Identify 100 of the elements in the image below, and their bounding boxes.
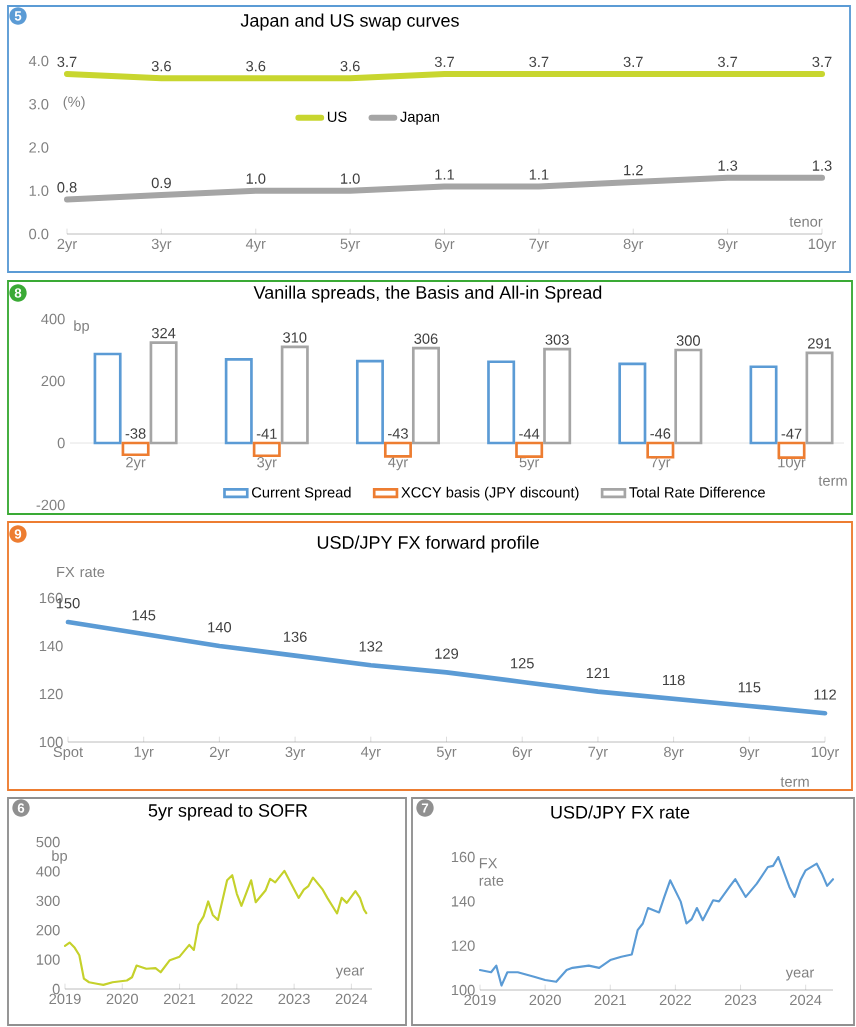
x-axis-title: term bbox=[780, 777, 809, 787]
x-tick-label: 2023 bbox=[724, 994, 757, 1006]
x-tick-label: 2019 bbox=[464, 994, 496, 1006]
data-label: 303 bbox=[545, 334, 569, 345]
x-axis-title: term bbox=[818, 476, 847, 486]
data-label: 310 bbox=[283, 332, 307, 343]
y-tick-label: 120 bbox=[451, 940, 475, 951]
data-label: 3.7 bbox=[623, 56, 643, 68]
data-label: 1.3 bbox=[718, 160, 738, 171]
legend-label: Total Rate Difference bbox=[629, 486, 765, 498]
y-tick-label: 140 bbox=[39, 640, 63, 652]
x-tick-label: 10yr bbox=[811, 746, 840, 760]
chart-title: Japan and US swap curves bbox=[240, 13, 459, 31]
y-tick-label: 160 bbox=[451, 851, 475, 863]
data-label: -41 bbox=[256, 428, 277, 439]
data-label: 1.1 bbox=[435, 169, 454, 180]
x-axis-title: year bbox=[335, 967, 365, 979]
data-label: -47 bbox=[781, 428, 802, 439]
x-tick-label: 2yr bbox=[209, 746, 230, 760]
x-tick-label: 5yr bbox=[340, 238, 361, 252]
y-tick-label: 500 bbox=[36, 836, 60, 848]
data-label: 3.7 bbox=[812, 56, 832, 68]
data-label: 3.7 bbox=[529, 56, 549, 68]
y-axis-title: (%) bbox=[63, 96, 85, 110]
x-tick-label: 2022 bbox=[659, 994, 691, 1006]
data-label: 1.1 bbox=[529, 169, 549, 180]
x-tick-label: 9yr bbox=[739, 746, 760, 760]
chart-title: USD/JPY FX rate bbox=[551, 805, 690, 819]
x-tick-label: 4yr bbox=[245, 238, 266, 252]
x-tick-label: 2019 bbox=[49, 993, 81, 1005]
y-axis-title: bp bbox=[74, 320, 89, 334]
x-tick-label: 2023 bbox=[278, 993, 310, 1005]
legend-label: XCCY basis (JPY discount) bbox=[401, 486, 579, 501]
data-label: 3.7 bbox=[57, 56, 77, 68]
y-tick-label: 4.0 bbox=[28, 55, 49, 67]
data-label: -38 bbox=[125, 428, 146, 439]
x-tick-label: 6yr bbox=[512, 746, 533, 760]
x-tick-label: 2020 bbox=[106, 993, 138, 1005]
x-tick-label: 2021 bbox=[163, 993, 196, 1005]
x-tick-label: 2yr bbox=[57, 238, 77, 252]
data-label: 291 bbox=[808, 338, 832, 349]
x-tick-label: 6yr bbox=[435, 238, 455, 252]
y-tick-label: 0.0 bbox=[29, 228, 49, 240]
data-label: 324 bbox=[151, 327, 176, 339]
y-tick-label: 0 bbox=[57, 437, 65, 449]
chart-title: Vanilla spreads, the Basis and All-in Spread bbox=[253, 285, 602, 303]
chart-title: USD/JPY FX forward profile bbox=[317, 535, 539, 553]
y-tick-label: 140 bbox=[451, 896, 475, 907]
data-label: 112 bbox=[814, 689, 836, 700]
line-series bbox=[478, 855, 835, 987]
data-label: 3.7 bbox=[434, 56, 454, 68]
text: 8 bbox=[14, 288, 22, 298]
data-label: 136 bbox=[283, 631, 307, 643]
y-tick-label: 200 bbox=[41, 375, 65, 387]
y-tick-label: 120 bbox=[39, 688, 63, 700]
data-label: 1.0 bbox=[341, 173, 360, 184]
text: 6 bbox=[17, 803, 25, 813]
data-label: 3.6 bbox=[340, 61, 360, 72]
y-tick-label: 400 bbox=[41, 313, 65, 325]
data-label: 3.6 bbox=[151, 61, 171, 72]
data-label: 115 bbox=[738, 682, 761, 693]
x-tick-label: 3yr bbox=[257, 457, 277, 471]
chart-title: 5yr spread to SOFR bbox=[148, 803, 308, 821]
y-tick-label: 200 bbox=[36, 925, 60, 936]
x-tick-label: 9yr bbox=[718, 238, 738, 252]
data-label: 132 bbox=[359, 641, 383, 652]
data-label: 0.8 bbox=[57, 182, 77, 193]
data-label: 129 bbox=[435, 648, 459, 659]
text: 9 bbox=[14, 529, 22, 539]
x-tick-label: 8yr bbox=[623, 238, 644, 252]
data-label: 1.3 bbox=[812, 160, 832, 171]
x-tick-label: 4yr bbox=[360, 746, 381, 760]
x-tick-label: 8yr bbox=[664, 746, 684, 760]
text: 7 bbox=[421, 803, 429, 813]
data-label: 118 bbox=[663, 674, 685, 686]
x-tick-label: 2yr bbox=[126, 457, 146, 471]
data-label: 3.7 bbox=[718, 56, 738, 68]
y-tick-label: 300 bbox=[36, 895, 60, 907]
legend-label: Japan bbox=[400, 111, 439, 125]
y-axis-title: bp bbox=[52, 850, 68, 864]
x-tick-label: 10yr bbox=[808, 238, 837, 252]
y-axis-title: FX rate bbox=[479, 858, 504, 886]
y-tick-label: 1.0 bbox=[29, 185, 49, 196]
data-label: 306 bbox=[414, 333, 438, 344]
x-tick-label: 3yr bbox=[285, 746, 306, 760]
legend-label: US bbox=[327, 111, 347, 122]
y-tick-label: 100 bbox=[36, 954, 60, 965]
y-tick-label: 0 bbox=[52, 983, 60, 995]
data-label: 3.6 bbox=[246, 61, 266, 72]
x-tick-label: 7yr bbox=[588, 746, 608, 760]
legend-label: Current Spread bbox=[252, 486, 351, 501]
x-tick-label: 2024 bbox=[790, 994, 822, 1006]
data-label: -46 bbox=[650, 428, 671, 439]
line-series bbox=[63, 869, 368, 986]
data-label: -43 bbox=[388, 428, 408, 439]
data-label: 145 bbox=[132, 610, 156, 621]
data-label: 121 bbox=[586, 667, 610, 679]
data-label: 1.0 bbox=[246, 173, 266, 184]
data-label: 0.9 bbox=[151, 177, 171, 189]
x-axis-title: tenor bbox=[789, 217, 823, 227]
